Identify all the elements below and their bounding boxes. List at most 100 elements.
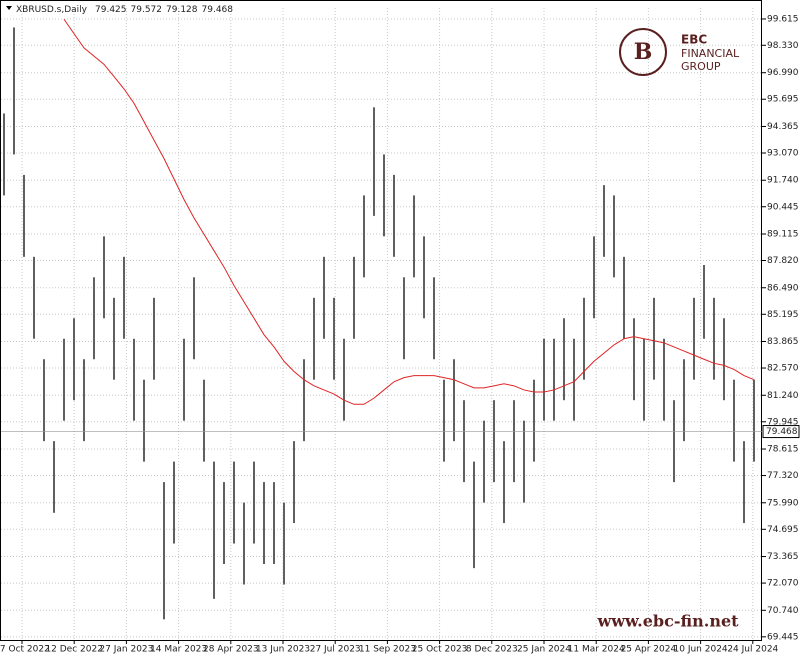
x-tick-label: 25 Apr 2024 [621,645,677,655]
price-bar [63,338,65,421]
price-bar [303,359,305,442]
svg-text:B: B [634,39,653,65]
price-bar [133,338,135,421]
x-tick-label: 25 Oct 2023 [412,645,468,655]
price-bar [673,400,675,483]
y-tick-label: 82.570 [767,364,799,374]
price-bar [153,297,155,380]
price-bar [43,359,45,442]
y-tick-label: 94.365 [767,122,799,132]
price-bar [173,461,175,544]
y-tick-label: 72.070 [767,579,799,589]
logo: B EBC FINANCIAL GROUP [619,28,740,76]
menu-arrow [6,6,12,10]
last-price-box [762,425,800,439]
price-bar [423,236,425,319]
x-tick-label: 28 Apr 2023 [203,645,259,655]
x-tick-label: 8 Dec 2023 [466,645,518,655]
price-bar [343,338,345,421]
price-bar [683,359,685,442]
price-bar [503,441,505,524]
price-bar [223,482,225,565]
y-tick-label: 91.740 [767,176,799,186]
price-bar [553,338,555,421]
price-bar [713,297,715,380]
ohlc-value: 79.572 [131,5,163,15]
price-bar [363,195,365,278]
x-tick-label: 13 Jun 2023 [256,645,310,655]
ohlc-value: 79.128 [166,5,198,15]
x-tick-label: 14 Mar 2023 [150,645,207,655]
y-tick-label: 90.445 [767,202,799,212]
x-tick-label: 27 Oct 2022 [0,645,50,655]
y-tick-label: 70.740 [767,606,799,616]
price-bar [163,482,165,620]
y-tick-label: 75.990 [767,498,799,508]
y-tick-label: 73.365 [767,552,799,562]
y-tick-label: 89.115 [767,229,799,239]
price-bar [403,277,405,360]
x-tick-label: 27 Jul 2023 [310,645,361,655]
price-bar [183,338,185,421]
price-bar [493,400,495,483]
price-bar [653,297,655,380]
x-tick-label: 10 Jun 2024 [674,645,728,655]
price-bar [623,256,625,339]
y-tick-label: 78.615 [767,445,799,455]
marks [3,18,755,620]
price-bar [513,400,515,483]
price-bar [593,236,595,319]
price-bar [533,379,535,462]
header: XBRUSD.s,Daily 79.425 79.572 79.128 79.468 [16,5,233,15]
price-bar [373,107,375,216]
x-tick-label: 11 Mar 2024 [568,645,625,655]
price-bar [283,502,285,585]
price-bar [603,185,605,257]
price-bar [323,256,325,339]
y-tick-label: 99.615 [767,14,799,24]
price-bar [413,195,415,278]
y-tick-label: 85.195 [767,310,799,320]
price-bar [293,441,295,524]
ohlc-value: 79.425 [95,5,127,15]
y-tick-label: 81.240 [767,391,799,401]
price-bar [393,174,395,257]
x-tick-label: 24 Jul 2024 [727,645,778,655]
price-bar [563,318,565,401]
price-bar [13,27,15,155]
price-bar [3,113,5,196]
price-bar [93,277,95,360]
price-bar [33,256,35,339]
price-bar [353,256,355,339]
price-bar [753,379,755,462]
ohlc-value: 79.468 [202,5,234,15]
price-bar [663,338,665,421]
price-bar [123,256,125,339]
y-tick-label: 86.490 [767,283,799,293]
price-bar [263,482,265,565]
price-bar [383,154,385,237]
x-tick-label: 12 Dec 2022 [45,645,103,655]
watermark: www.ebc-fin.net [596,612,739,631]
price-bar [583,297,585,380]
price-bar [433,277,435,360]
price-bar [193,277,195,360]
y-tick-label: 77.320 [767,471,799,481]
y-tick-label: 74.695 [767,525,799,535]
price-bar [473,461,475,569]
x-tick-label: 25 Jan 2024 [517,645,571,655]
price-bar [233,461,235,544]
y-tick-label: 95.695 [767,95,799,105]
x-tick-label: 27 Jan 2023 [99,645,153,655]
logo-mark: EBC [681,33,707,47]
x-tick-label: 11 Sep 2023 [359,645,416,655]
price-bar [23,174,25,257]
price-bar [203,379,205,462]
price-bar [213,461,215,599]
price-bar [743,441,745,524]
price-bar [83,359,85,442]
price-bar [103,236,105,319]
price-bar [523,420,525,503]
price-bar [313,297,315,380]
price-bar [443,379,445,462]
